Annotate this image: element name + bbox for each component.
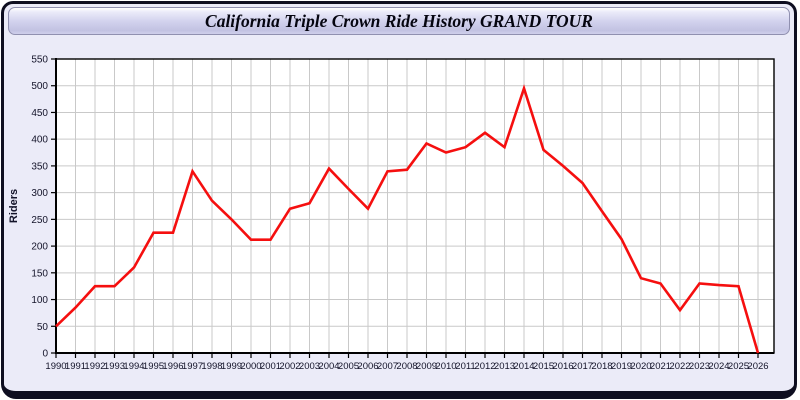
svg-text:2026: 2026 bbox=[747, 361, 768, 372]
svg-text:200: 200 bbox=[31, 242, 48, 253]
svg-text:2018: 2018 bbox=[591, 361, 612, 372]
title-bar: California Triple Crown Ride History GRA… bbox=[8, 7, 790, 35]
svg-text:2025: 2025 bbox=[728, 361, 749, 372]
svg-text:1992: 1992 bbox=[84, 361, 105, 372]
svg-text:2023: 2023 bbox=[689, 361, 710, 372]
svg-text:2009: 2009 bbox=[416, 361, 437, 372]
svg-text:2012: 2012 bbox=[474, 361, 495, 372]
svg-text:500: 500 bbox=[31, 81, 48, 92]
tick-marks bbox=[51, 58, 759, 358]
svg-text:550: 550 bbox=[31, 55, 48, 66]
svg-text:2020: 2020 bbox=[630, 361, 651, 372]
svg-text:400: 400 bbox=[31, 135, 48, 146]
axes bbox=[55, 58, 774, 354]
svg-text:2010: 2010 bbox=[435, 361, 456, 372]
svg-text:2003: 2003 bbox=[299, 361, 320, 372]
data-line-riders bbox=[55, 84, 760, 354]
svg-text:450: 450 bbox=[31, 108, 48, 119]
svg-text:100: 100 bbox=[31, 295, 48, 306]
x-axis-labels: 1990199119921993199419951996199719981999… bbox=[45, 361, 768, 372]
svg-text:1994: 1994 bbox=[123, 361, 144, 372]
svg-text:2015: 2015 bbox=[533, 361, 554, 372]
svg-text:2005: 2005 bbox=[338, 361, 359, 372]
svg-text:2016: 2016 bbox=[552, 361, 573, 372]
svg-text:1993: 1993 bbox=[104, 361, 125, 372]
chart-title: California Triple Crown Ride History GRA… bbox=[205, 10, 593, 31]
y-axis-title: Riders bbox=[8, 189, 20, 223]
svg-text:2004: 2004 bbox=[318, 361, 339, 372]
svg-text:2014: 2014 bbox=[513, 361, 534, 372]
svg-text:2022: 2022 bbox=[669, 361, 690, 372]
svg-text:2000: 2000 bbox=[240, 361, 261, 372]
svg-text:2002: 2002 bbox=[279, 361, 300, 372]
svg-text:1996: 1996 bbox=[162, 361, 183, 372]
svg-text:2024: 2024 bbox=[708, 361, 729, 372]
svg-text:2021: 2021 bbox=[650, 361, 671, 372]
svg-text:0: 0 bbox=[42, 349, 48, 360]
svg-text:1991: 1991 bbox=[65, 361, 86, 372]
svg-text:2001: 2001 bbox=[260, 361, 281, 372]
svg-text:2008: 2008 bbox=[396, 361, 417, 372]
svg-text:1997: 1997 bbox=[182, 361, 203, 372]
svg-text:150: 150 bbox=[31, 268, 48, 279]
svg-text:2011: 2011 bbox=[455, 361, 475, 372]
plot-area bbox=[56, 59, 774, 353]
y-axis-labels: 0 50 100 150 200 250 300 350 400 450 500 550 bbox=[31, 55, 48, 360]
svg-text:1990: 1990 bbox=[45, 361, 66, 372]
svg-text:2007: 2007 bbox=[377, 361, 398, 372]
svg-text:50: 50 bbox=[37, 322, 49, 333]
svg-text:1995: 1995 bbox=[143, 361, 164, 372]
svg-text:2006: 2006 bbox=[357, 361, 378, 372]
svg-text:2013: 2013 bbox=[494, 361, 515, 372]
svg-text:2017: 2017 bbox=[572, 361, 593, 372]
svg-text:2019: 2019 bbox=[611, 361, 632, 372]
svg-text:350: 350 bbox=[31, 161, 48, 172]
svg-text:1998: 1998 bbox=[201, 361, 222, 372]
gridlines bbox=[56, 58, 774, 353]
svg-text:250: 250 bbox=[31, 215, 48, 226]
svg-text:1999: 1999 bbox=[221, 361, 242, 372]
svg-text:300: 300 bbox=[31, 188, 48, 199]
